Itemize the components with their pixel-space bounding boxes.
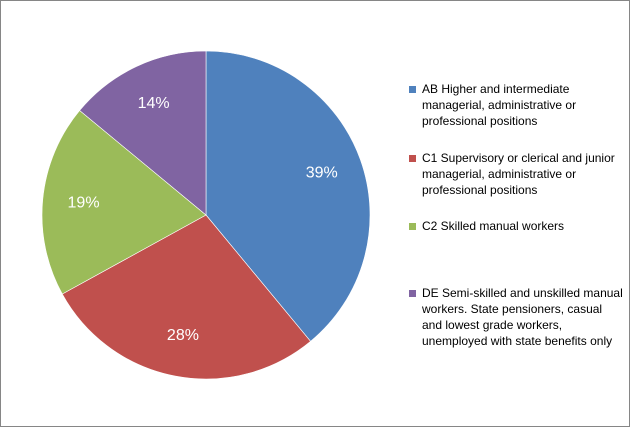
legend-swatch-c2 xyxy=(409,223,416,230)
pie-slice-c2 xyxy=(41,110,207,295)
pie-slice-c1 xyxy=(61,214,311,380)
pie-slice-ab xyxy=(205,50,371,342)
legend-label-c2: C2 Skilled manual workers xyxy=(422,219,565,233)
pie-chart: 39% 28% 19% 14% xyxy=(41,50,371,380)
legend-swatch-ab xyxy=(409,86,416,93)
data-label-c1: 28% xyxy=(167,327,199,344)
legend-swatch-c1 xyxy=(409,155,416,162)
pie-slice-de xyxy=(79,50,207,216)
legend-item-c2: C2 Skilled manual workers xyxy=(409,218,624,234)
legend: AB Higher and intermediate managerial, a… xyxy=(409,1,624,426)
legend-label-c1: C1 Supervisory or clerical and junior ma… xyxy=(422,151,615,197)
legend-label-de: DE Semi-skilled and unskilled manual wor… xyxy=(422,286,623,348)
data-label-ab: 39% xyxy=(306,165,338,182)
legend-item-de: DE Semi-skilled and unskilled manual wor… xyxy=(409,285,624,349)
data-label-de: 14% xyxy=(138,95,170,112)
data-label-c2: 19% xyxy=(68,195,100,212)
legend-item-c1: C1 Supervisory or clerical and junior ma… xyxy=(409,150,624,198)
legend-item-ab: AB Higher and intermediate managerial, a… xyxy=(409,81,624,129)
legend-swatch-de xyxy=(409,290,416,297)
legend-label-ab: AB Higher and intermediate managerial, a… xyxy=(422,82,577,128)
